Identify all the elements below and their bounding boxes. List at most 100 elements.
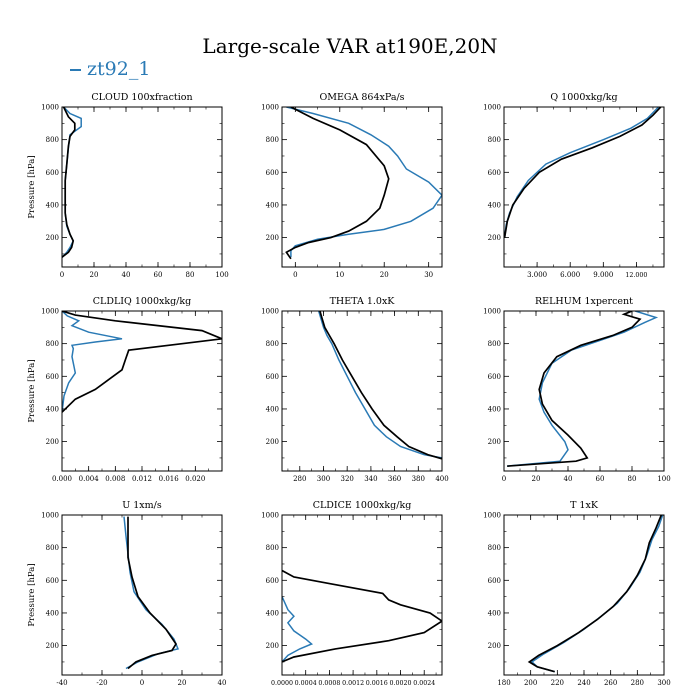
y-tick-label: 200 [488,234,501,242]
y-tick-label: 400 [46,405,59,413]
panel-title: T 1xK [570,500,599,511]
y-tick-label: 800 [46,340,59,348]
x-tick-label: 280 [631,679,644,687]
x-tick-label: 0 [140,679,144,687]
x-tick-label: 0.004 [79,475,100,483]
y-tick-label: 400 [46,201,59,209]
model-profile [62,311,123,413]
panel-5: 280 300 320 340 360 380 400 200 400 600 800 1000 THE… [261,296,449,483]
x-tick-label: 300 [317,475,330,483]
x-tick-label: 60 [154,271,163,279]
y-tick-label: 800 [266,340,279,348]
x-tick-label: 0.0012 [342,680,364,687]
y-tick-label: 600 [46,577,59,585]
panel-title: CLDICE 1000xkg/kg [313,500,412,511]
y-tick-label: 1000 [41,308,59,316]
x-tick-label: 60 [596,475,605,483]
model-profile [317,311,442,459]
y-axis-label: Pressure [hPa] [27,359,37,422]
x-tick-label: 240 [577,679,590,687]
x-tick-label: 260 [604,679,617,687]
x-tick-label: 0.020 [185,475,205,483]
plot-frame [281,310,443,472]
panel-2: 0 10 20 30 200 400 600 800 1000 OMEGA 864xPa/s [261,92,443,279]
obs-profile [504,107,662,238]
panel-title: RELHUM 1xpercent [535,296,633,307]
obs-profile [527,515,663,673]
x-tick-label: -20 [96,679,107,687]
plot-frame [503,310,665,472]
model-profile [507,311,659,467]
x-tick-label: 0.000 [52,475,72,483]
x-tick-label: 0.0020 [389,680,411,687]
x-tick-label: 20 [532,475,541,483]
y-tick-label: 600 [46,169,59,177]
x-tick-label: 340 [364,475,377,483]
x-tick-label: 100 [215,271,228,279]
x-tick-label: 400 [435,475,448,483]
x-tick-label: 360 [388,475,401,483]
x-tick-label: 280 [293,475,306,483]
y-tick-label: 400 [488,201,501,209]
y-tick-label: 200 [266,438,279,446]
obs-profile [319,311,442,460]
panel-7: -40 -20 0 20 40 200 400 600 800 1000 U 1xm/s Pressu… [27,500,226,687]
model-profile [123,516,180,670]
y-tick-label: 1000 [483,308,501,316]
obs-profile [507,311,642,467]
x-tick-label: 100 [657,475,670,483]
plot-frame [281,514,443,676]
y-tick-label: 1000 [261,308,279,316]
y-tick-label: 800 [266,136,279,144]
panel-1: 0 20 40 60 80 100 200 400 600 800 1000 CLOUD 100xfr… [27,92,229,279]
y-tick-label: 200 [46,234,59,242]
obs-profile [62,107,76,258]
y-tick-label: 400 [266,609,279,617]
obs-profile [127,516,178,670]
obs-profile [282,569,442,663]
y-tick-label: 800 [488,136,501,144]
model-profile [282,596,314,663]
y-tick-label: 600 [488,169,501,177]
y-tick-label: 600 [46,373,59,381]
y-tick-label: 800 [266,544,279,552]
y-tick-label: 400 [488,405,501,413]
x-tick-label: 0.008 [105,475,125,483]
y-tick-label: 600 [266,577,279,585]
legend-label: zt92_1 [87,58,151,80]
plot-frame [503,514,665,676]
x-tick-label: 40 [122,271,131,279]
panel-title: OMEGA 864xPa/s [319,92,404,103]
x-tick-label: 80 [628,475,637,483]
x-tick-label: 380 [412,475,425,483]
x-tick-label: 30 [424,271,433,279]
y-tick-label: 200 [266,642,279,650]
y-tick-label: 400 [266,405,279,413]
y-tick-label: 200 [488,438,501,446]
panel-8: 0.0000 0.0004 0.0008 0.0012 0.0016 0.0020 0.00… [261,500,443,687]
y-tick-label: 400 [488,609,501,617]
y-tick-label: 1000 [261,512,279,520]
y-tick-label: 600 [488,577,501,585]
x-tick-label: 20 [178,679,187,687]
plot-frame [61,514,223,676]
x-tick-label: 180 [497,679,510,687]
x-tick-label: 20 [90,271,99,279]
x-tick-label: 40 [218,679,227,687]
y-tick-label: 200 [488,642,501,650]
y-tick-label: 800 [488,340,501,348]
x-tick-label: 0 [293,271,297,279]
x-tick-label: 3.000 [527,271,547,279]
obs-profile [62,311,222,413]
x-tick-label: 40 [564,475,573,483]
x-tick-label: 0.016 [159,475,180,483]
panel-6: 0 20 40 60 80 100 200 400 600 800 1000 RELHUM 1xper… [483,296,671,483]
y-tick-label: 400 [46,609,59,617]
x-tick-label: 0.012 [132,475,152,483]
panel-4: 0.000 0.004 0.008 0.012 0.016 0.020 200 400 600 8… [27,296,223,483]
legend: zt92_1 [70,58,150,80]
x-tick-label: 6.000 [560,271,580,279]
panel-title: CLOUD 100xfraction [91,92,192,103]
y-tick-label: 200 [46,438,59,446]
